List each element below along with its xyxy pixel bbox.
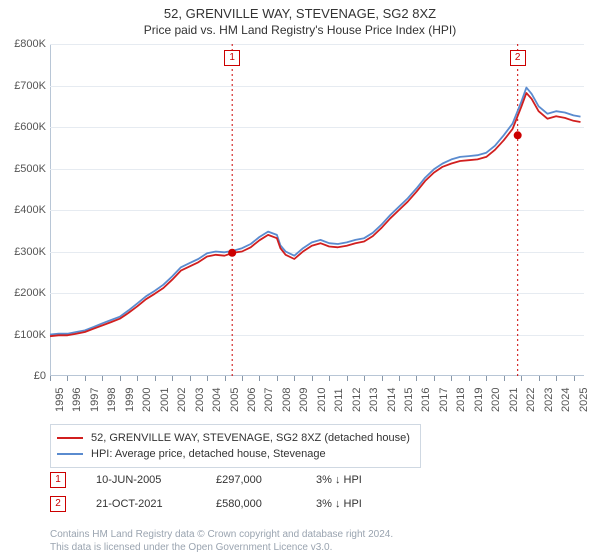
x-tick-label: 1999 [124, 388, 136, 412]
x-tick-label: 2000 [141, 388, 153, 412]
sale-marker-badge: 1 [224, 50, 240, 66]
x-tick-label: 1998 [106, 388, 118, 412]
x-tick-label: 2004 [211, 388, 223, 412]
sale-price: £580,000 [216, 498, 286, 510]
sale-date: 21-OCT-2021 [96, 498, 186, 510]
x-tick-label: 2003 [194, 388, 206, 412]
x-tick-label: 2016 [420, 388, 432, 412]
footer-line: This data is licensed under the Open Gov… [50, 541, 393, 554]
legend-label: 52, GRENVILLE WAY, STEVENAGE, SG2 8XZ (d… [91, 430, 410, 446]
y-tick-label: £300K [2, 246, 46, 258]
x-tick-label: 2013 [368, 388, 380, 412]
sale-delta: 3% ↓ HPI [316, 474, 362, 486]
sale-price: £297,000 [216, 474, 286, 486]
plot-svg [50, 44, 584, 376]
legend-swatch [57, 437, 83, 439]
chart-container: { "header": { "title": "52, GRENVILLE WA… [0, 0, 600, 560]
x-tick-label: 2012 [351, 388, 363, 412]
x-tick-label: 2020 [490, 388, 502, 412]
x-tick-label: 2011 [333, 388, 345, 412]
y-tick-label: £600K [2, 121, 46, 133]
x-tick-label: 2018 [455, 388, 467, 412]
x-tick-label: 2002 [176, 388, 188, 412]
legend-swatch [57, 453, 83, 455]
x-tick-label: 2024 [560, 388, 572, 412]
legend-item: HPI: Average price, detached house, Stev… [57, 446, 410, 462]
y-tick-label: £500K [2, 163, 46, 175]
x-tick-label: 2006 [246, 388, 258, 412]
x-tick-label: 1995 [54, 388, 66, 412]
sale-delta: 3% ↓ HPI [316, 498, 362, 510]
y-tick-label: £800K [2, 38, 46, 50]
x-tick-label: 2007 [263, 388, 275, 412]
sale-row: 2 21-OCT-2021 £580,000 3% ↓ HPI [50, 496, 362, 512]
y-tick-label: £700K [2, 80, 46, 92]
x-tick-label: 2009 [298, 388, 310, 412]
footer-line: Contains HM Land Registry data © Crown c… [50, 528, 393, 541]
x-tick-label: 2021 [508, 388, 520, 412]
sale-index-badge: 2 [50, 496, 66, 512]
x-tick-label: 2017 [438, 388, 450, 412]
chart-title: 52, GRENVILLE WAY, STEVENAGE, SG2 8XZ [0, 0, 600, 21]
x-tick-label: 2008 [281, 388, 293, 412]
x-tick-label: 2001 [159, 388, 171, 412]
y-tick-label: £0 [2, 370, 46, 382]
footer: Contains HM Land Registry data © Crown c… [50, 528, 393, 554]
y-tick-label: £400K [2, 204, 46, 216]
x-tick-label: 2014 [386, 388, 398, 412]
sale-marker-badge: 2 [510, 50, 526, 66]
legend-label: HPI: Average price, detached house, Stev… [91, 446, 326, 462]
x-tick-label: 2015 [403, 388, 415, 412]
x-tick-label: 1996 [71, 388, 83, 412]
x-tick-label: 2025 [578, 388, 590, 412]
sale-index-badge: 1 [50, 472, 66, 488]
x-tick-label: 2019 [473, 388, 485, 412]
x-tick-label: 2010 [316, 388, 328, 412]
x-tick-label: 2022 [525, 388, 537, 412]
y-tick-label: £100K [2, 329, 46, 341]
y-tick-label: £200K [2, 287, 46, 299]
x-tick-label: 2023 [543, 388, 555, 412]
legend-item: 52, GRENVILLE WAY, STEVENAGE, SG2 8XZ (d… [57, 430, 410, 446]
sale-date: 10-JUN-2005 [96, 474, 186, 486]
chart-subtitle: Price paid vs. HM Land Registry's House … [0, 23, 600, 37]
sale-row: 1 10-JUN-2005 £297,000 3% ↓ HPI [50, 472, 362, 488]
legend: 52, GRENVILLE WAY, STEVENAGE, SG2 8XZ (d… [50, 424, 421, 468]
x-tick-label: 2005 [229, 388, 241, 412]
x-tick-label: 1997 [89, 388, 101, 412]
